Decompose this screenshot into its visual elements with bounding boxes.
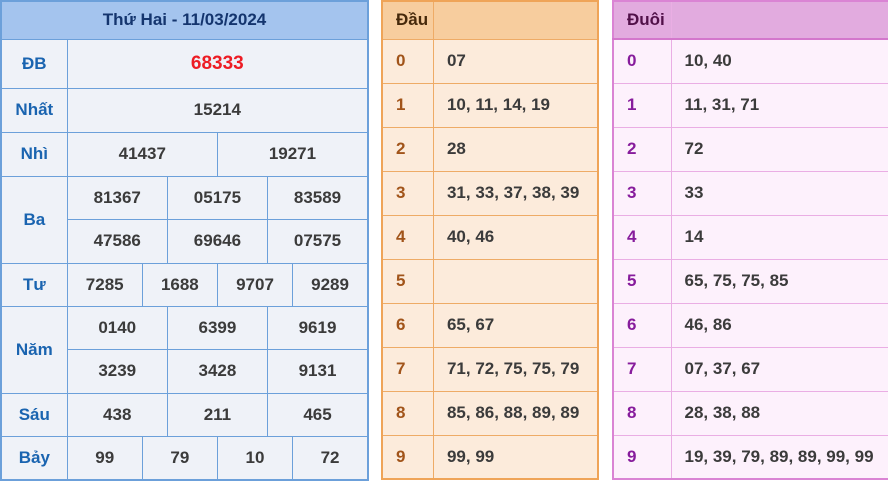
dau-values: 71, 72, 75, 75, 79 <box>432 346 599 392</box>
duoi-values: 46, 86 <box>670 302 888 348</box>
dau-digit: 9 <box>381 434 434 480</box>
prize-value: 19271 <box>216 131 369 177</box>
prize-value: 99 <box>66 435 143 481</box>
dau-table-title: Đầu <box>381 0 434 40</box>
dau-values: 99, 99 <box>432 434 599 480</box>
prize-label-sau: Sáu <box>0 392 68 437</box>
duoi-values: 72 <box>670 126 888 172</box>
prize-value: 81367 <box>66 175 168 220</box>
prize-value: 3428 <box>166 348 269 394</box>
dau-digit: 4 <box>381 214 434 260</box>
prize-value: 9131 <box>267 348 369 394</box>
dau-values: 28 <box>432 126 599 172</box>
dau-header-empty <box>432 0 599 40</box>
prize-value: 6399 <box>166 305 269 350</box>
prize-label-bay: Bảy <box>0 435 68 481</box>
prize-value: 1688 <box>141 262 218 307</box>
duoi-values: 10, 40 <box>670 38 888 84</box>
prize-value: 47586 <box>66 218 168 264</box>
prize-value: 9289 <box>292 262 369 307</box>
duoi-digit: 9 <box>612 434 671 480</box>
prize-value: 79 <box>141 435 218 481</box>
duoi-digit: 7 <box>612 346 671 392</box>
prize-value: 07575 <box>267 218 369 264</box>
duoi-digit: 4 <box>612 214 671 260</box>
duoi-table: Đuôi 0 10, 40 1 11, 31, 71 2 72 3 33 4 14 5 65… <box>612 0 888 480</box>
duoi-digit: 2 <box>612 126 671 172</box>
prize-value: 438 <box>66 392 168 437</box>
dau-digit: 6 <box>381 302 434 348</box>
duoi-digit: 6 <box>612 302 671 348</box>
prize-value: 0140 <box>66 305 168 350</box>
duoi-header-empty <box>670 0 888 40</box>
duoi-digit: 5 <box>612 258 671 304</box>
dau-digit: 1 <box>381 82 434 128</box>
dau-digit: 5 <box>381 258 434 304</box>
prize-value: 69646 <box>166 218 269 264</box>
dau-values: 10, 11, 14, 19 <box>432 82 599 128</box>
prize-label-db: ĐB <box>0 38 68 89</box>
prize-value: 9619 <box>267 305 369 350</box>
prize-label-tu: Tư <box>0 262 68 307</box>
prize-value: 465 <box>267 392 369 437</box>
prize-value: 05175 <box>166 175 269 220</box>
dau-values: 65, 67 <box>432 302 599 348</box>
results-table: Thứ Hai - 11/03/2024 ĐB 68333 Nhất 15214… <box>0 0 369 481</box>
prize-label-nam: Năm <box>0 305 68 394</box>
prize-value: 83589 <box>267 175 369 220</box>
dau-digit: 7 <box>381 346 434 392</box>
prize-value: 9707 <box>216 262 294 307</box>
dau-digit: 2 <box>381 126 434 172</box>
prize-value: 211 <box>166 392 269 437</box>
results-date-header: Thứ Hai - 11/03/2024 <box>0 0 369 40</box>
prize-value: 7285 <box>66 262 143 307</box>
dau-digit: 8 <box>381 390 434 436</box>
prize-value: 3239 <box>66 348 168 394</box>
dau-values: 85, 86, 88, 89, 89 <box>432 390 599 436</box>
dau-values: 07 <box>432 38 599 84</box>
prize-value: 15214 <box>66 87 369 133</box>
duoi-digit: 3 <box>612 170 671 216</box>
duoi-digit: 8 <box>612 390 671 436</box>
prize-label-ba: Ba <box>0 175 68 264</box>
dau-table: Đầu 0 07 1 10, 11, 14, 19 2 28 3 31, 33, 37,… <box>381 0 599 480</box>
duoi-digit: 0 <box>612 38 671 84</box>
dau-values: 31, 33, 37, 38, 39 <box>432 170 599 216</box>
prize-value: 10 <box>216 435 294 481</box>
duoi-values: 11, 31, 71 <box>670 82 888 128</box>
dau-values <box>432 258 599 304</box>
duoi-values: 19, 39, 79, 89, 89, 99, 99 <box>670 434 888 480</box>
duoi-digit: 1 <box>612 82 671 128</box>
prize-label-nhi: Nhì <box>0 131 68 177</box>
prize-value: 41437 <box>66 131 218 177</box>
duoi-values: 14 <box>670 214 888 260</box>
prize-value: 72 <box>292 435 369 481</box>
duoi-table-title: Đuôi <box>612 0 671 40</box>
special-prize-value: 68333 <box>66 38 369 89</box>
dau-values: 40, 46 <box>432 214 599 260</box>
duoi-values: 28, 38, 88 <box>670 390 888 436</box>
prize-label-nhat: Nhất <box>0 87 68 133</box>
duoi-values: 33 <box>670 170 888 216</box>
dau-digit: 3 <box>381 170 434 216</box>
duoi-values: 07, 37, 67 <box>670 346 888 392</box>
dau-digit: 0 <box>381 38 434 84</box>
duoi-values: 65, 75, 75, 85 <box>670 258 888 304</box>
